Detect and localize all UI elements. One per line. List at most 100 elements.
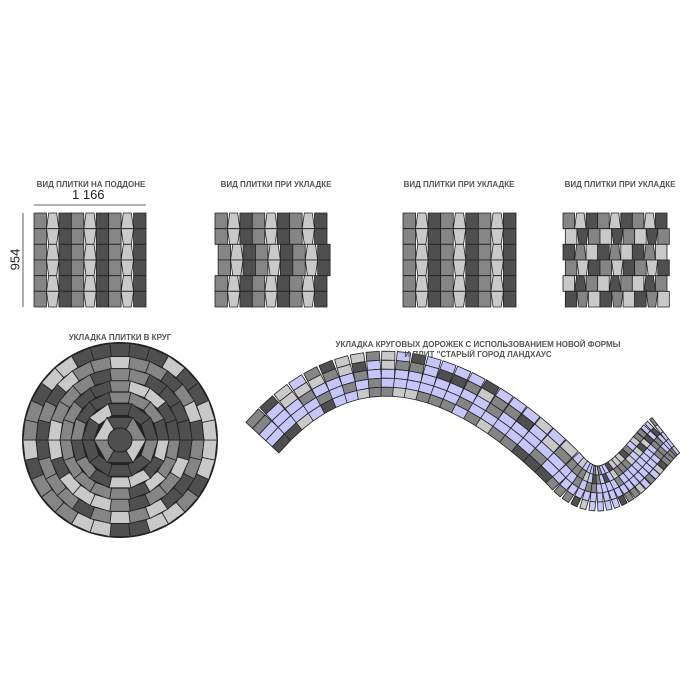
paving-tile <box>108 275 122 292</box>
paving-tile <box>415 243 429 261</box>
paving-tile <box>33 275 47 292</box>
paving-tile <box>465 275 479 292</box>
paving-tile <box>83 243 97 261</box>
paving-tile <box>427 290 442 308</box>
paving-tile <box>503 290 517 308</box>
paving-tile <box>33 259 47 277</box>
path-tile <box>561 490 575 504</box>
circle-tile <box>22 419 39 441</box>
paving-tile <box>133 259 147 277</box>
paving-tile <box>597 212 610 230</box>
paving-tile <box>588 290 601 308</box>
paving-tile <box>427 212 442 230</box>
paving-tile <box>477 228 492 245</box>
paving-tile <box>45 228 60 245</box>
paving-tile <box>33 290 47 308</box>
circle-tile <box>35 419 51 441</box>
paving-tile <box>440 228 454 245</box>
circle-tile <box>189 419 205 441</box>
paving-tile <box>631 275 645 292</box>
paving-tile <box>95 290 110 308</box>
paving-tile <box>133 290 147 308</box>
paving-tile <box>634 290 647 308</box>
paving-tile <box>490 243 504 261</box>
paving-tile <box>70 212 85 230</box>
path-tile <box>380 368 396 379</box>
label-circle-laying: УКЛАДКА ПЛИТКИ В КРУГ <box>68 333 172 342</box>
paving-tile <box>33 228 47 245</box>
paving-tile <box>120 259 135 277</box>
paving-tile <box>452 259 467 277</box>
paving-tile <box>289 228 303 245</box>
paving-tile <box>440 290 454 308</box>
paving-tile <box>645 259 659 277</box>
paving-tile <box>70 259 85 277</box>
paving-tile <box>440 275 454 292</box>
paving-tile <box>267 243 281 261</box>
paving-tile <box>477 243 492 261</box>
paving-tile <box>465 290 479 308</box>
paving-tile <box>251 275 266 292</box>
paving-tile <box>314 290 328 308</box>
paving-tile <box>95 212 110 230</box>
paving-tile <box>503 228 517 245</box>
circle-tile <box>108 476 132 489</box>
paving-tile <box>83 275 97 292</box>
paving-tile <box>58 212 72 230</box>
paving-tile <box>83 290 97 308</box>
paving-tile <box>45 212 60 230</box>
paving-tile <box>620 243 633 261</box>
paving-tile <box>643 275 656 292</box>
paving-tile <box>264 212 278 230</box>
paving-tile <box>599 228 612 245</box>
path-tile <box>589 491 598 503</box>
path-tile <box>367 377 383 389</box>
paving-tile <box>45 243 60 261</box>
paving-tile <box>574 275 587 292</box>
paving-tile <box>58 243 72 261</box>
circle-tile <box>109 511 131 524</box>
paving-tile <box>251 212 266 230</box>
paving-tile <box>564 228 578 245</box>
paving-tile <box>588 259 601 277</box>
paving-tile <box>415 259 429 277</box>
paving-tile <box>477 259 492 277</box>
circle-tile <box>189 439 205 461</box>
width-dimension: 1 166 <box>72 187 105 202</box>
circle-tile <box>109 356 131 369</box>
path-tile <box>380 377 395 388</box>
paving-tile <box>239 290 253 308</box>
paving-tile <box>83 228 97 245</box>
paving-tile <box>33 212 47 230</box>
path-tile <box>553 484 567 498</box>
paving-tile <box>242 259 256 277</box>
circle-tile <box>109 368 131 382</box>
paving-tile <box>631 243 645 261</box>
paving-tile <box>645 228 659 245</box>
paving-tile <box>226 275 241 292</box>
paving-tile <box>465 228 479 245</box>
paving-tile <box>465 259 479 277</box>
circle-tile <box>109 487 131 500</box>
paving-tile <box>645 290 659 308</box>
paving-tile <box>267 259 281 277</box>
paving-tile <box>292 259 306 277</box>
paving-tile <box>45 259 60 277</box>
paving-tile <box>655 243 668 261</box>
paving-tile <box>317 243 331 261</box>
paving-tile <box>427 243 442 261</box>
paving-tile <box>562 275 575 292</box>
paving-tile <box>620 275 633 292</box>
paving-tile <box>576 290 589 308</box>
paving-tile <box>279 243 294 261</box>
circle-tile <box>108 391 132 404</box>
paving-tile <box>133 275 147 292</box>
paving-tile <box>214 212 228 230</box>
paving-tile <box>70 275 85 292</box>
paving-tile <box>608 243 622 261</box>
path-tile <box>644 472 656 485</box>
paving-tile <box>452 212 467 230</box>
paving-tile <box>465 212 479 230</box>
